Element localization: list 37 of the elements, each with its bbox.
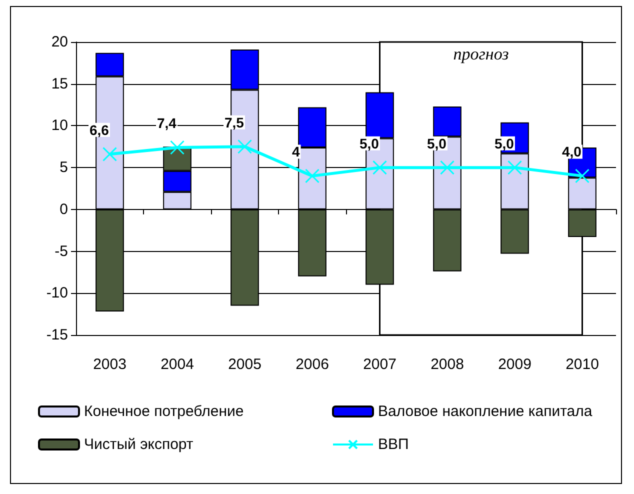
x-tick-label: 2009	[498, 356, 532, 373]
y-tick-label: 10	[51, 117, 68, 134]
y-tick-label: -15	[46, 326, 68, 344]
x-tick-label: 2006	[296, 356, 329, 373]
x-tick-label: 2010	[566, 356, 599, 373]
data-label: 4,0	[562, 144, 582, 160]
point	[170, 140, 184, 155]
point	[372, 160, 387, 175]
y-tick-label: 0	[60, 200, 68, 218]
point	[305, 168, 320, 184]
point	[102, 146, 117, 162]
y-tick-label: -5	[54, 242, 68, 260]
x-tick-label: 2007	[363, 356, 396, 373]
data-label: 7,5	[224, 114, 244, 130]
y-tick-label: 5	[60, 159, 68, 176]
x-tick-label: 2004	[160, 356, 194, 373]
legend-label: Конечное потребление	[84, 403, 244, 420]
x-tick-label: 2003	[93, 356, 126, 373]
x-tick-label: 2005	[228, 356, 262, 373]
data-label: 4	[292, 144, 300, 160]
data-label: 5,0	[494, 135, 514, 152]
point	[440, 160, 454, 175]
x-tick-label: 2008	[430, 356, 464, 373]
data-label: 7,4	[157, 115, 177, 132]
data-label: 5,0	[360, 135, 380, 152]
data-label: 6,6	[90, 122, 110, 138]
legend-label: Валовое накопление капитала	[378, 403, 593, 420]
point	[238, 139, 252, 154]
legend-label: ВВП	[378, 436, 409, 453]
point	[575, 168, 590, 184]
y-tick-label: -10	[46, 284, 68, 302]
data-label: 5,0	[427, 135, 447, 152]
point	[508, 160, 522, 175]
y-tick-label: 15	[51, 75, 68, 92]
legend-label: Чистый экспорт	[84, 436, 194, 453]
band-label: прогноз	[453, 44, 510, 64]
y-tick-label: 20	[51, 34, 68, 50]
